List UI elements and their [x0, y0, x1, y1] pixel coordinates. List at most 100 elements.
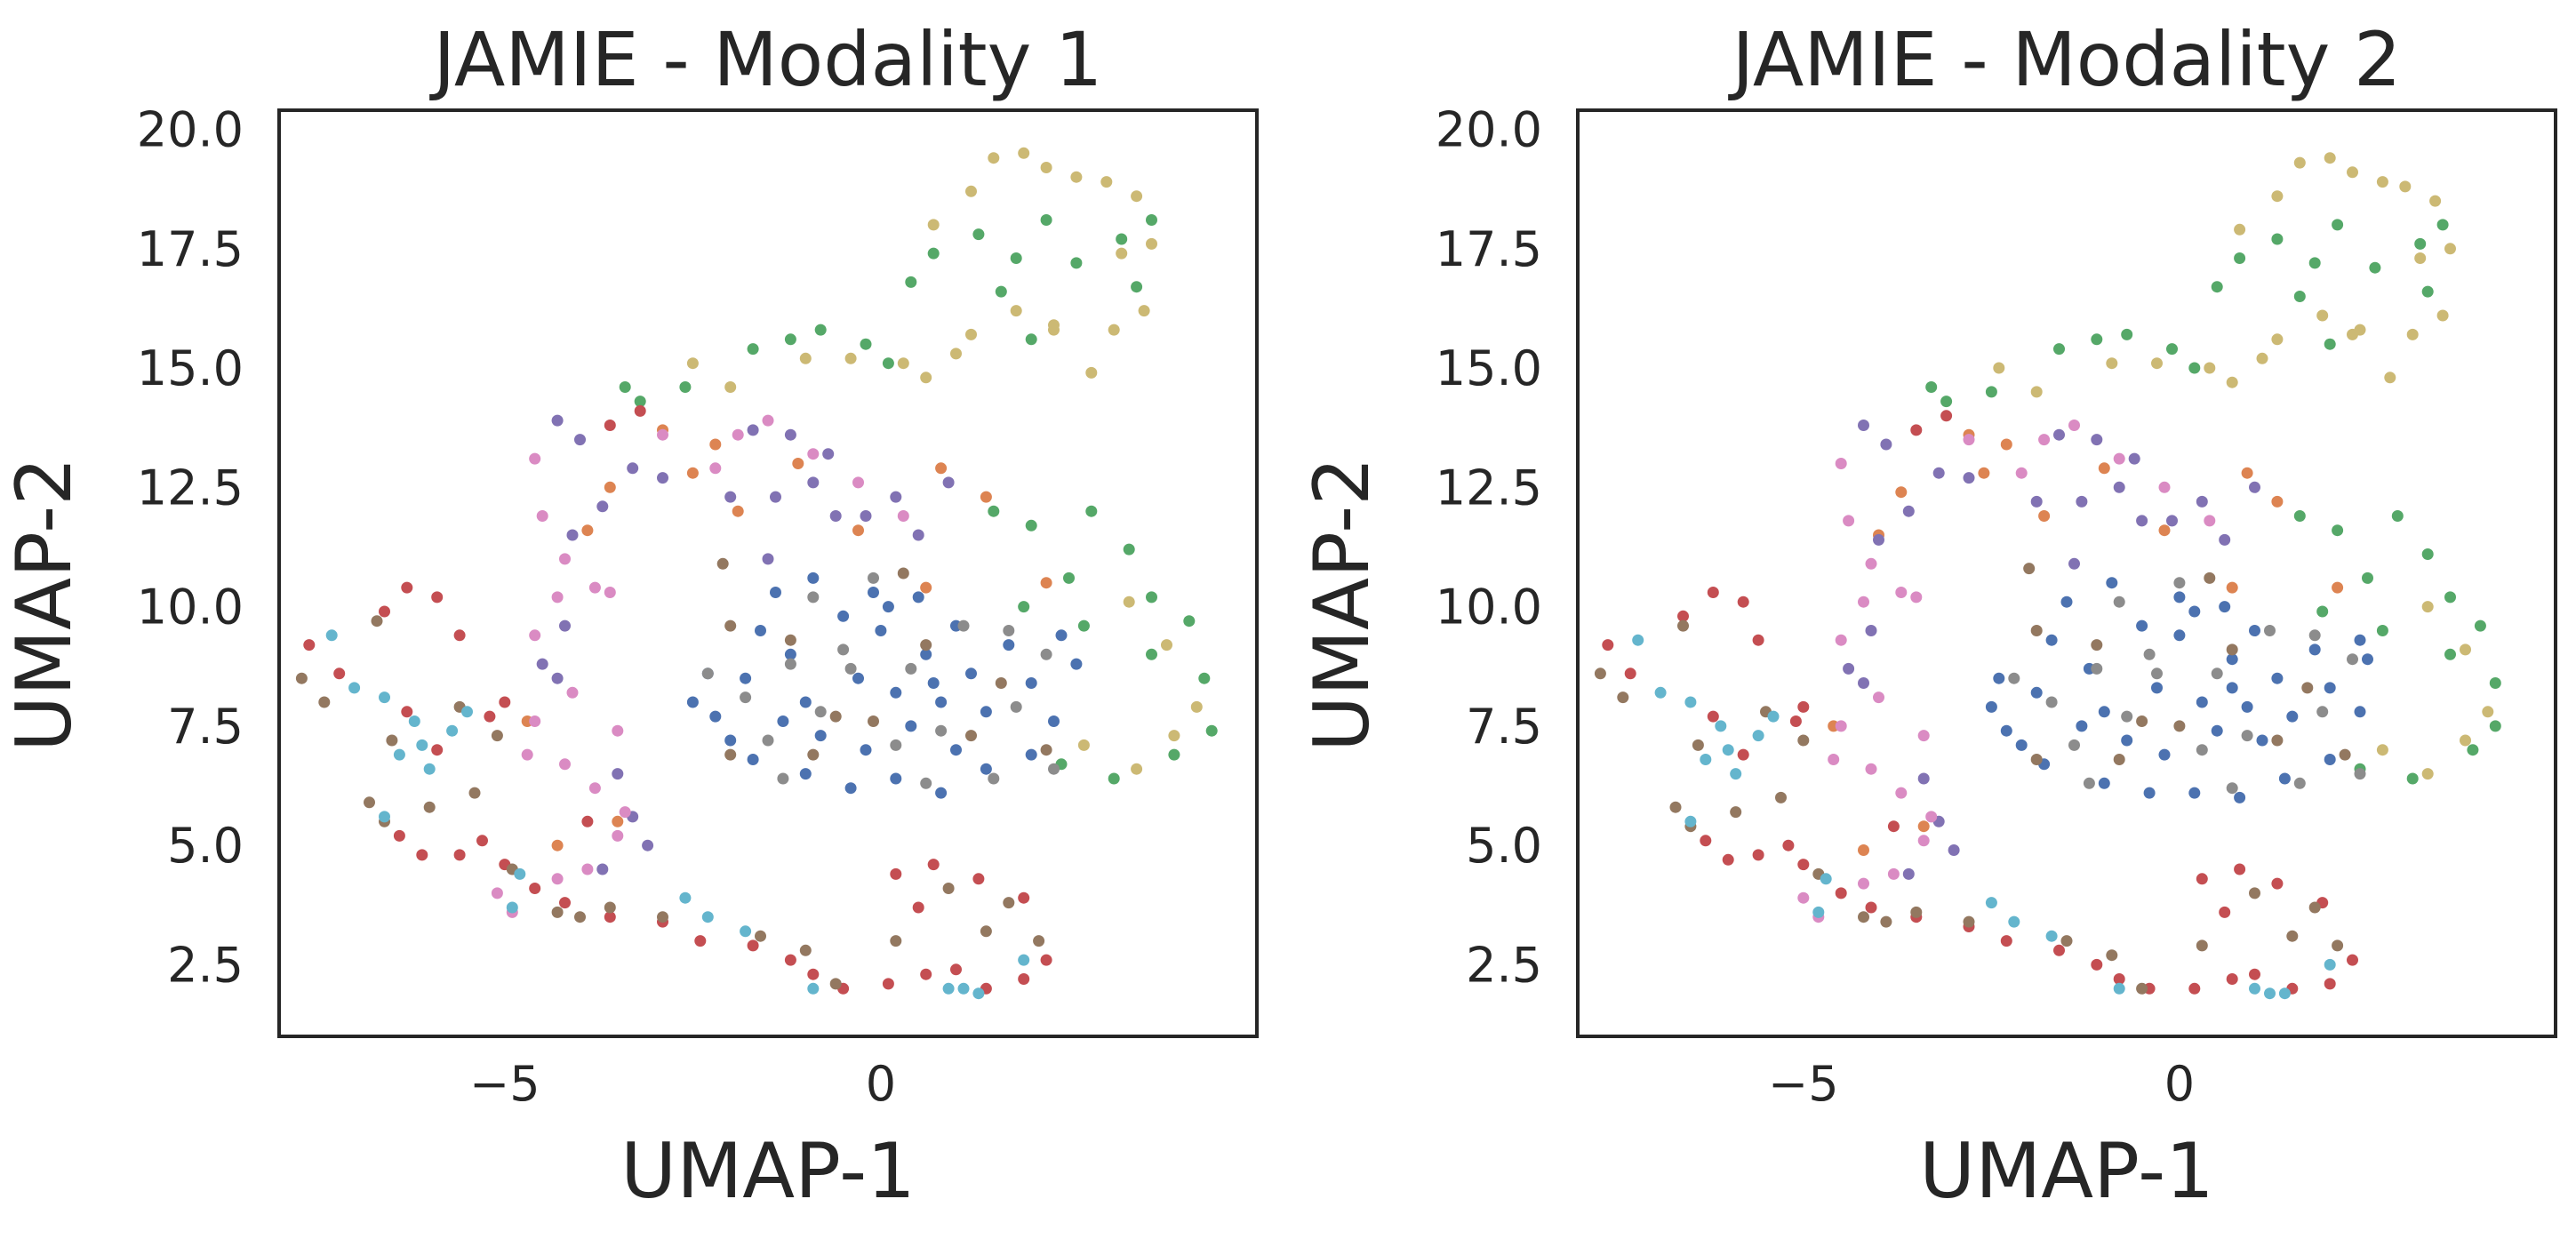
data-point [2045, 696, 2058, 708]
data-point [2467, 744, 2479, 756]
data-point [2008, 672, 2020, 684]
plot-frame [277, 108, 1259, 1038]
data-point [868, 572, 879, 584]
data-point [2460, 643, 2471, 656]
data-point [1797, 700, 1810, 713]
data-point [588, 782, 601, 795]
data-point [912, 529, 924, 541]
data-point [2234, 863, 2246, 875]
data-point [2271, 877, 2284, 890]
data-point [2053, 428, 2065, 441]
data-point [2173, 577, 2186, 589]
data-point [2444, 648, 2456, 660]
data-point [784, 954, 796, 966]
data-point [1085, 505, 1098, 517]
data-point [1018, 147, 1030, 159]
data-point [1715, 720, 1727, 732]
data-point [2226, 973, 2238, 985]
data-point [724, 381, 737, 393]
series-7 [701, 572, 1060, 789]
data-point [2482, 706, 2494, 718]
data-point [844, 782, 857, 795]
data-point [416, 849, 428, 861]
y-tick-label: 15.0 [137, 340, 244, 396]
data-point [2249, 887, 2260, 899]
data-point [1843, 515, 1855, 527]
series-3 [1602, 410, 2358, 995]
data-point [604, 587, 616, 598]
data-point [423, 801, 436, 813]
data-point [2249, 968, 2260, 980]
data-point [1722, 853, 1734, 866]
series-5 [1594, 563, 2351, 995]
data-point [1700, 835, 1712, 847]
series-6 [1797, 420, 2216, 923]
data-point [1865, 901, 1877, 914]
data-point [1782, 839, 1795, 851]
data-point [1775, 791, 1787, 803]
data-point [1917, 820, 1930, 833]
data-point [559, 897, 571, 909]
series-8 [1993, 152, 2494, 780]
data-point [2241, 700, 2253, 713]
data-point [2436, 219, 2449, 231]
data-point [2121, 734, 2133, 747]
data-point [2278, 772, 2291, 785]
data-point [1887, 820, 1900, 833]
data-point [1040, 954, 1052, 966]
data-point [1835, 458, 1847, 469]
data-point [2000, 724, 2012, 737]
data-point [2188, 982, 2201, 995]
data-point [491, 887, 503, 899]
series-4 [536, 414, 955, 875]
data-point [1669, 801, 1682, 813]
data-point [2106, 577, 2118, 589]
data-point [686, 467, 699, 479]
data-point [588, 581, 601, 594]
y-tick-label: 10.0 [1436, 580, 1542, 635]
data-point [2347, 653, 2358, 666]
data-point [379, 811, 390, 823]
data-point [2188, 605, 2201, 618]
data-point [920, 639, 932, 651]
data-point [2384, 372, 2396, 384]
data-point [890, 491, 902, 503]
data-point [1063, 572, 1075, 584]
data-point [980, 763, 992, 775]
data-point [807, 448, 820, 460]
data-point [882, 601, 894, 613]
data-point [1018, 954, 1030, 966]
data-point [792, 458, 804, 469]
data-point [2091, 333, 2103, 346]
data-point [2045, 634, 2058, 646]
data-point [1077, 739, 1090, 751]
data-point [2286, 710, 2299, 723]
data-point [1116, 247, 1128, 260]
data-point [1917, 730, 1930, 742]
x-tick-label: 0 [2164, 1056, 2195, 1112]
data-point [2091, 958, 2103, 971]
data-point [536, 510, 548, 522]
scatter-points [1594, 152, 2501, 1000]
data-point [935, 462, 948, 475]
data-point [371, 615, 383, 627]
data-point [1932, 467, 1945, 479]
data-point [379, 691, 390, 704]
data-point [920, 372, 932, 384]
data-point [784, 658, 796, 670]
data-point [1654, 686, 1667, 699]
data-point [2008, 915, 2020, 928]
data-point [551, 873, 564, 885]
data-point [1048, 324, 1060, 336]
data-point [1835, 720, 1847, 732]
data-point [972, 228, 985, 241]
data-point [1025, 677, 1037, 689]
data-point [890, 772, 902, 785]
data-point [2347, 328, 2358, 340]
data-point [2271, 190, 2284, 203]
data-point [1707, 710, 1719, 723]
data-point [777, 715, 789, 727]
data-point [1835, 887, 1847, 899]
data-point [2354, 768, 2366, 780]
